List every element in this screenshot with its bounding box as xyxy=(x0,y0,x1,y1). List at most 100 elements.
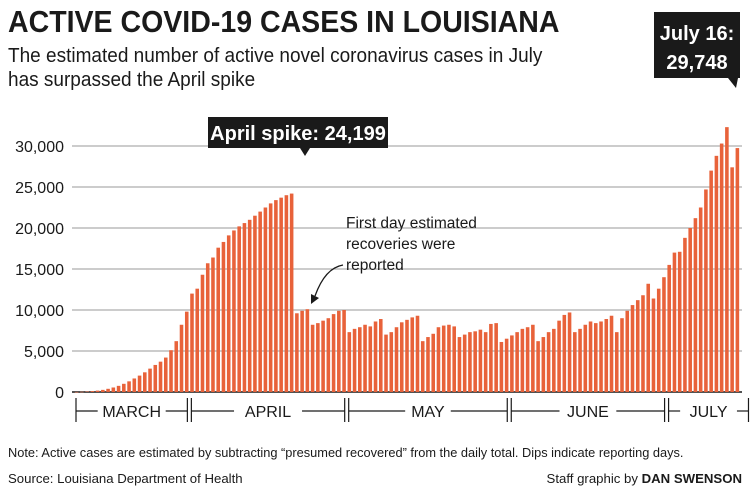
y-tick-label: 30,000 xyxy=(15,139,64,156)
bar xyxy=(80,391,84,393)
bar xyxy=(399,322,404,392)
bar xyxy=(515,332,519,392)
recovery-note-line1: First day estimated xyxy=(346,215,477,232)
y-tick-label: 25,000 xyxy=(15,180,64,197)
bar xyxy=(426,337,430,392)
bar xyxy=(232,230,236,392)
bar xyxy=(578,328,582,392)
bar xyxy=(205,263,210,392)
bar xyxy=(452,326,456,392)
recovery-note-line2: recoveries were xyxy=(346,236,455,253)
july-box xyxy=(654,12,740,78)
bar xyxy=(268,203,273,392)
bar xyxy=(379,319,383,392)
april-spike-pointer xyxy=(300,148,310,156)
bar xyxy=(342,310,346,392)
bar xyxy=(557,320,561,392)
bar xyxy=(730,167,734,392)
bar xyxy=(604,319,609,392)
bar xyxy=(410,317,415,392)
bar xyxy=(300,310,304,392)
bar xyxy=(431,333,436,392)
bar xyxy=(656,288,661,392)
july-pointer xyxy=(728,78,738,88)
bars xyxy=(74,127,740,393)
bar xyxy=(179,324,184,392)
bar xyxy=(683,237,687,392)
bar xyxy=(478,329,483,392)
bar xyxy=(190,293,194,392)
bar xyxy=(405,319,409,392)
x-axis-months: MARCH APRIL MAY JUNE JULY xyxy=(75,398,750,422)
april-spike-box xyxy=(208,117,388,148)
bar xyxy=(127,381,131,392)
bar xyxy=(714,155,719,392)
bar xyxy=(274,200,278,392)
bar xyxy=(331,314,336,392)
bar xyxy=(101,389,105,392)
bar xyxy=(247,219,252,392)
bar xyxy=(200,274,205,392)
bar xyxy=(630,305,635,392)
bar xyxy=(646,283,651,392)
bar xyxy=(594,323,598,392)
month-label: MAY xyxy=(411,404,445,421)
april-spike-label: April spike: 24,199 xyxy=(210,123,386,145)
bar xyxy=(226,235,231,392)
bar xyxy=(662,277,666,392)
bar xyxy=(704,189,708,392)
bar xyxy=(447,324,451,392)
chart-subtitle: The estimated number of active novel cor… xyxy=(8,45,543,91)
bar xyxy=(473,331,477,392)
bar xyxy=(614,332,619,392)
bar xyxy=(504,338,509,392)
bar xyxy=(510,335,514,392)
bar xyxy=(667,264,671,392)
july-label-line2: 29,748 xyxy=(666,52,727,74)
bar xyxy=(289,193,294,392)
recovery-annotation: First day estimated recoveries were repo… xyxy=(311,215,477,304)
july-callout: July 16: 29,748 xyxy=(654,12,740,88)
bar xyxy=(415,315,420,392)
bar xyxy=(258,211,262,392)
y-tick-label: 10,000 xyxy=(15,303,64,320)
month-label: APRIL xyxy=(245,404,291,421)
bar xyxy=(457,337,462,392)
bar xyxy=(305,309,310,392)
bar xyxy=(599,321,603,392)
bar xyxy=(163,357,168,392)
bar xyxy=(468,332,472,392)
bar xyxy=(384,334,388,392)
credit-name: DAN SWENSON xyxy=(641,471,742,486)
credit-prefix: Staff graphic by xyxy=(546,471,638,486)
bar xyxy=(279,197,283,392)
bar xyxy=(310,324,315,392)
bar xyxy=(709,170,713,392)
bar xyxy=(326,318,331,392)
bar xyxy=(672,252,677,392)
bar xyxy=(583,324,588,392)
bar xyxy=(520,328,525,392)
bar xyxy=(698,207,703,392)
bar xyxy=(573,332,577,392)
y-tick-label: 0 xyxy=(55,385,64,402)
recovery-note-line3: reported xyxy=(346,257,404,274)
bar xyxy=(389,332,394,392)
y-tick-label: 5,000 xyxy=(24,344,64,361)
bar xyxy=(116,385,121,392)
bar xyxy=(195,288,200,392)
bar xyxy=(158,361,163,392)
y-tick-label: 15,000 xyxy=(15,262,64,279)
month-bracket: APRIL xyxy=(190,398,346,422)
bar xyxy=(609,315,614,392)
month-label: JULY xyxy=(690,404,728,421)
bar xyxy=(174,341,179,392)
bar xyxy=(143,372,147,392)
bar xyxy=(242,223,247,392)
bar xyxy=(735,148,740,392)
bar xyxy=(74,391,79,393)
bar xyxy=(316,323,320,392)
bar xyxy=(441,325,446,392)
bar xyxy=(677,251,682,392)
bar xyxy=(552,328,556,392)
